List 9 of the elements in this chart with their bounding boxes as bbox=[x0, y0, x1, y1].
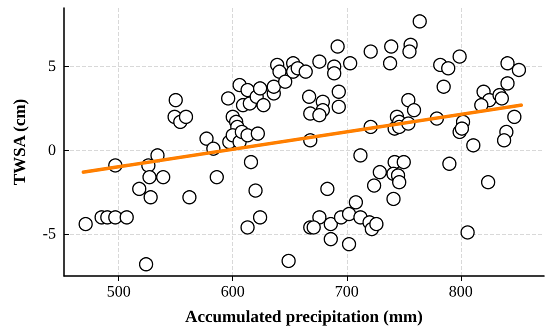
y-tick-label: -5 bbox=[42, 226, 56, 243]
y-axis-title: TWSA (cm) bbox=[10, 98, 29, 186]
x-tick-label: 600 bbox=[220, 284, 245, 300]
x-tick-label: 500 bbox=[106, 284, 131, 300]
x-tick-label: 800 bbox=[448, 284, 473, 300]
x-tick-label: 700 bbox=[334, 284, 359, 300]
y-tick-label: 0 bbox=[48, 142, 56, 159]
y-tick-label: 5 bbox=[48, 58, 56, 76]
x-axis-title: Accumulated precipitation (mm) bbox=[185, 307, 423, 326]
